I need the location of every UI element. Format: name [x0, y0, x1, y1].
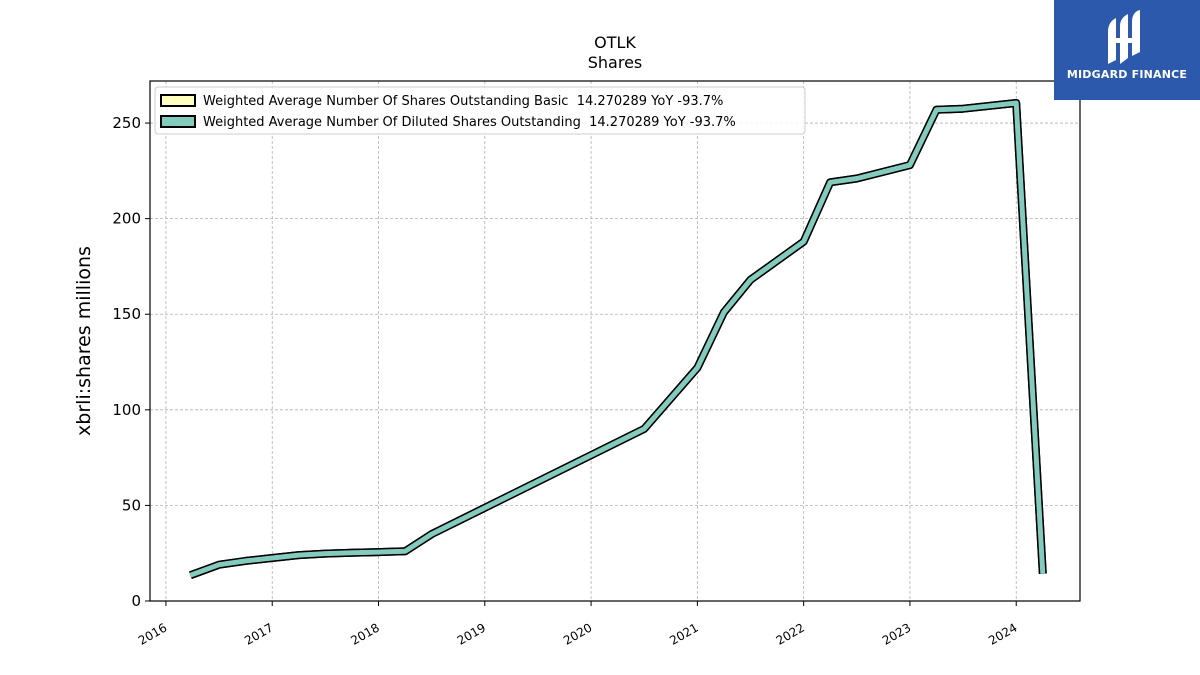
x-tick-label: 2019	[455, 620, 488, 647]
x-tick-label: 2018	[348, 620, 381, 647]
brand-mark-icon	[1108, 10, 1140, 64]
legend-frame	[154, 86, 806, 135]
y-tick-label: 0	[131, 592, 141, 610]
series-basic-line-outline	[189, 99, 1047, 579]
legend-swatch-basic	[160, 94, 196, 107]
brand-name: MIDGARD FINANCE	[1066, 68, 1188, 81]
series-basic-line	[189, 100, 1046, 578]
y-tick-label: 200	[112, 210, 141, 228]
brand-logo: MIDGARD FINANCE	[1054, 0, 1200, 100]
x-tick-label: 2023	[880, 620, 913, 647]
x-tick-label: 2016	[136, 620, 169, 647]
x-tick-label: 2024	[986, 620, 1019, 647]
plot-frame	[149, 80, 1081, 602]
chart-subtitle: Shares	[588, 53, 643, 72]
x-tick-label: 2021	[667, 620, 700, 647]
x-tick-label: 2022	[774, 620, 807, 647]
chart-title: OTLK	[594, 33, 636, 52]
series-lines	[189, 99, 1047, 579]
series-diluted-line-outline	[189, 99, 1047, 579]
y-tick-label: 50	[122, 496, 141, 514]
x-tick-label: 2017	[242, 620, 275, 647]
legend-label-basic: Weighted Average Number Of Shares Outsta…	[203, 94, 723, 109]
axis-ticks: 2016 2017 2018 2019 2020 2021 2022 2023 2024 0 50 1…	[112, 114, 1019, 648]
legend-swatch-diluted	[160, 115, 196, 128]
y-tick-label: 100	[112, 401, 141, 419]
legend-label-diluted: Weighted Average Number Of Diluted Share…	[203, 115, 736, 130]
grid-lines	[150, 81, 1080, 602]
y-tick-label: 250	[112, 114, 141, 132]
x-tick-label: 2020	[561, 620, 594, 647]
y-axis-label: xbrli:shares millions	[73, 246, 95, 436]
series-diluted-line	[189, 100, 1046, 578]
y-tick-label: 150	[112, 305, 141, 323]
legend: Weighted Average Number Of Shares Outsta…	[154, 86, 806, 135]
